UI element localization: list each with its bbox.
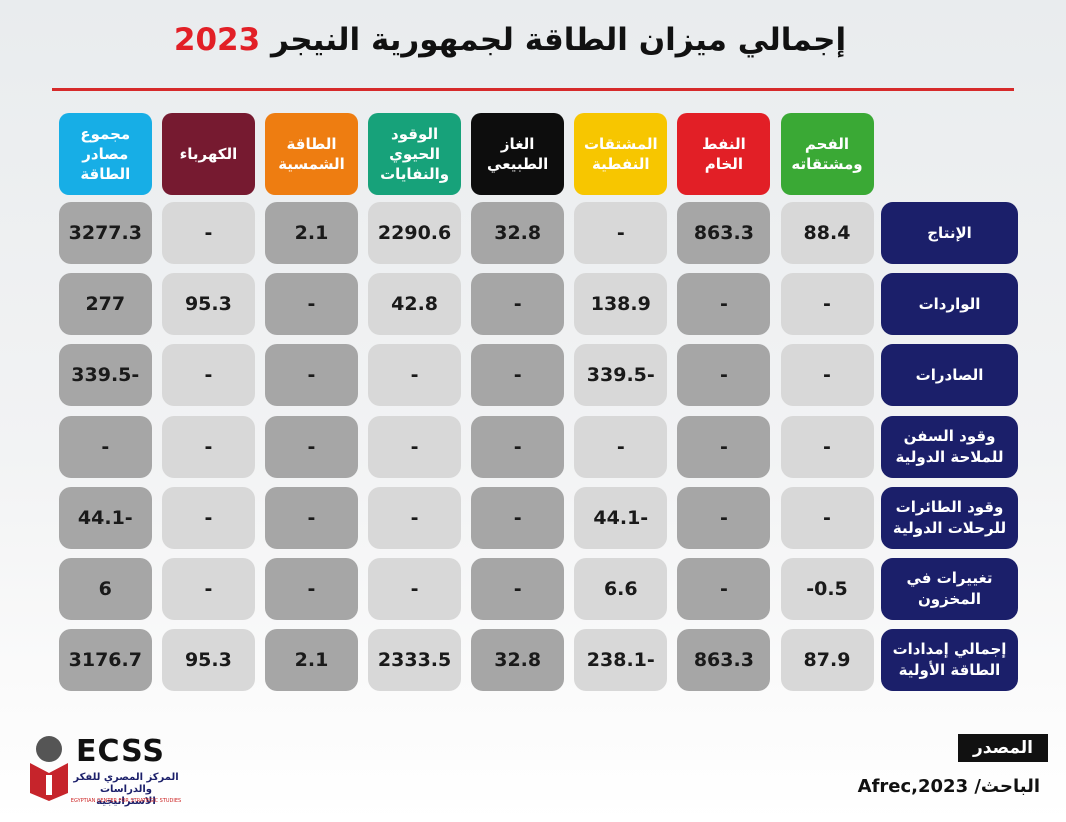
logo-icon (30, 736, 68, 801)
table-cell: - (677, 273, 771, 336)
table-cell: - (574, 415, 668, 478)
row-label: إجمالي إمدادات الطاقة الأولية (881, 629, 1018, 692)
table-cell: - (780, 344, 874, 407)
table-cell: - (265, 415, 358, 478)
table-cell: 95.3 (161, 629, 255, 692)
table-cell: 32.8 (471, 202, 565, 264)
table-cell: 44.1- (58, 486, 152, 549)
title: إجمالي ميزان الطاقة لجمهورية النيجر (270, 22, 847, 58)
row-label: وقود السفن للملاحة الدولية (881, 415, 1018, 478)
source-label: المصدر (958, 734, 1048, 762)
table-cell: 138.9 (574, 273, 668, 336)
table-cell: 863.3 (677, 202, 771, 264)
table-cell: 339.5- (58, 344, 152, 407)
row-label: الواردات (881, 273, 1018, 336)
table-cell: - (780, 486, 874, 549)
table-cell: - (574, 202, 668, 264)
table-cell: 95.3 (161, 273, 255, 336)
table-cell: 277 (58, 273, 152, 336)
table-cell: 87.9 (780, 629, 874, 692)
table-cell: - (161, 486, 255, 549)
table-cell: -0.5 (780, 558, 874, 620)
table-cell: 6.6 (574, 558, 668, 620)
table-cell: - (265, 486, 358, 549)
table-cell: - (471, 344, 565, 407)
table-cell: 339.5- (574, 344, 668, 407)
table-cell: - (677, 344, 771, 407)
column-header: مجموع مصادر الطاقة (58, 113, 152, 195)
table-cell: 42.8 (368, 273, 462, 336)
divider (52, 88, 1014, 91)
table-cell: 32.8 (471, 629, 565, 692)
table-cell: - (161, 202, 255, 264)
table-cell: - (677, 415, 771, 478)
row-label: الإنتاج (881, 202, 1018, 264)
column-header: الطاقة الشمسية (265, 113, 358, 195)
table-cell: 238.1- (574, 629, 668, 692)
table-cell: - (780, 415, 874, 478)
column-header: الكهرباء (161, 113, 255, 195)
table-cell: - (780, 273, 874, 336)
table-cell: 44.1- (574, 486, 668, 549)
title-block: إجمالي ميزان الطاقة لجمهورية النيجر 2023 (100, 22, 920, 58)
table-cell: - (368, 344, 462, 407)
table-cell: - (677, 558, 771, 620)
table-cell: - (58, 415, 152, 478)
table-cell: - (471, 415, 565, 478)
table-cell: 6 (58, 558, 152, 620)
source: الباحث/ Afrec,2023 (857, 776, 1040, 797)
table-cell: - (368, 558, 462, 620)
org-name-en: EGYPTIAN CENTER FOR STRATEGIC STUDIES (70, 798, 182, 804)
table-cell: - (161, 558, 255, 620)
table-cell: - (265, 273, 358, 336)
table-cell: - (471, 273, 565, 336)
table-cell: 2.1 (265, 629, 358, 692)
year: 2023 (173, 22, 261, 58)
table-cell: - (265, 558, 358, 620)
table-cell: - (471, 486, 565, 549)
table-cell: 3277.3 (58, 202, 152, 264)
logo-text: ECSS (76, 734, 165, 769)
column-header: الفحم ومشتقاته (780, 113, 874, 195)
column-header: الوقود الحيوي والنفايات (368, 113, 462, 195)
column-header: النفط الخام (677, 113, 771, 195)
table-cell: 2.1 (265, 202, 358, 264)
column-header: المشتقات النفطية (574, 113, 668, 195)
table-cell: - (471, 558, 565, 620)
org-name-ar: المركز المصري للفكر والدراسات الاستراتيج… (73, 772, 179, 807)
table-cell: 3176.7 (58, 629, 152, 692)
table-cell: - (161, 344, 255, 407)
table-cell: - (677, 486, 771, 549)
row-label: الصادرات (881, 344, 1018, 407)
table-cell: - (265, 344, 358, 407)
globe (36, 736, 62, 762)
table-cell: 88.4 (780, 202, 874, 264)
row-label: تغييرات في المخزون (881, 558, 1018, 620)
table-cell: 863.3 (677, 629, 771, 692)
column-header: الغاز الطبيعي (471, 113, 565, 195)
table-cell: - (368, 486, 462, 549)
pen (46, 775, 52, 795)
row-label: وقود الطائرات للرحلات الدولية (881, 486, 1018, 549)
table-cell: 2290.6 (368, 202, 462, 264)
table-cell: 2333.5 (368, 629, 462, 692)
table-cell: - (368, 415, 462, 478)
table-cell: - (161, 415, 255, 478)
